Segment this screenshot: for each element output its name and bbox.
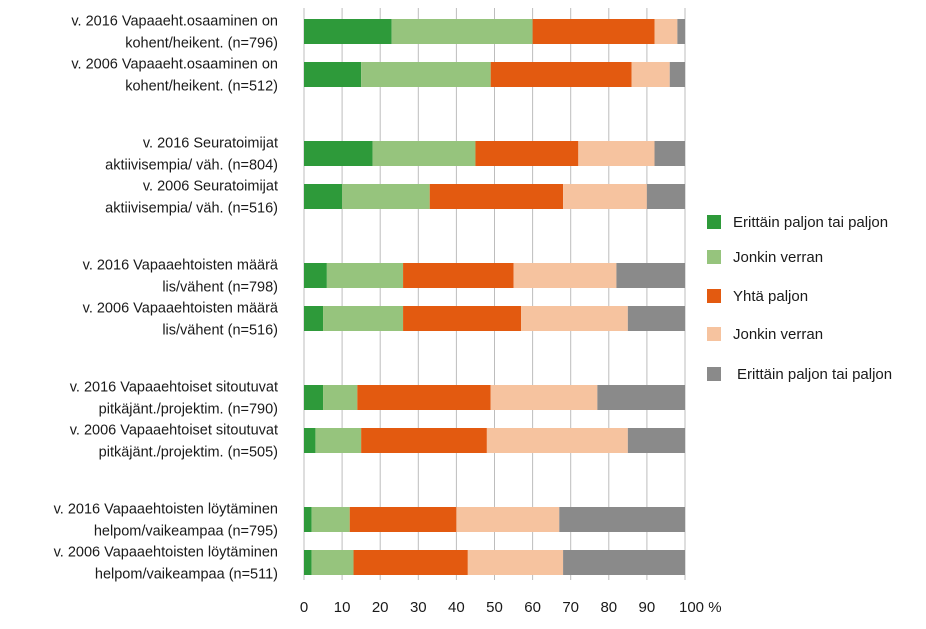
- bar-segment: [513, 263, 617, 288]
- bar-segment: [631, 62, 670, 87]
- bar-segment: [429, 184, 564, 209]
- bar-segment: [311, 550, 354, 575]
- legend-label: Yhtä paljon: [733, 288, 808, 305]
- category-label: v. 2006 Vapaaehtoisten määrä lis/vähent (…: [83, 301, 279, 339]
- legend-swatch: [707, 250, 721, 264]
- legend-label: Erittäin paljon tai paljon: [733, 214, 888, 231]
- bar-segment: [353, 550, 468, 575]
- bar-segment: [304, 141, 373, 166]
- x-tick-label: 60: [524, 599, 541, 616]
- bar-segment: [486, 428, 628, 453]
- bar-segment: [532, 19, 655, 44]
- bar-segment: [391, 19, 533, 44]
- x-tick-label: 30: [410, 599, 427, 616]
- bar-segment: [323, 306, 404, 331]
- bar-segment: [304, 263, 327, 288]
- bar-segment: [677, 19, 685, 44]
- x-tick-label: 0: [300, 599, 308, 616]
- bar-segment: [467, 550, 564, 575]
- category-label: v. 2016 Vapaaehtoiset sitoutuvat pitkäjän…: [70, 380, 278, 418]
- bar-segment: [342, 184, 430, 209]
- bar-segment: [304, 428, 316, 453]
- bar-segment: [578, 141, 655, 166]
- bar-segment: [403, 263, 514, 288]
- bar-segment: [654, 141, 685, 166]
- bar-segment: [304, 550, 312, 575]
- category-label: v. 2016 Vapaaehtoisten löytäminen helpom/…: [54, 502, 278, 540]
- bar-segment: [646, 184, 685, 209]
- category-label: v. 2016 Vapaaehtoisten määrä lis/vähent (…: [83, 258, 279, 296]
- bar-segment: [323, 385, 358, 410]
- x-tick-label: 80: [600, 599, 617, 616]
- bar-segment: [597, 385, 685, 410]
- bar-segment: [403, 306, 522, 331]
- bar-segment: [304, 306, 324, 331]
- x-tick-label: 100 %: [679, 599, 722, 616]
- bar-segment: [315, 428, 362, 453]
- legend-swatch: [707, 289, 721, 303]
- x-tick-label: 10: [334, 599, 351, 616]
- bar-segment: [490, 62, 632, 87]
- bar-segment: [627, 306, 685, 331]
- bar-segment: [456, 507, 560, 532]
- bar-segment: [304, 19, 392, 44]
- legend-swatch: [707, 327, 721, 341]
- legend-label: Jonkin verran: [733, 326, 823, 343]
- category-label: v. 2006 Seuratoimijat aktiivisempia/ väh.…: [105, 179, 278, 217]
- legend: Erittäin paljon tai paljon Jonkin verran Y…: [707, 214, 892, 383]
- category-label: v. 2006 Vapaaehtoiset sitoutuvat pitkäjän…: [70, 423, 278, 461]
- gridlines: [303, 8, 686, 580]
- bar-segment: [521, 306, 628, 331]
- legend-label: Jonkin verran: [733, 249, 823, 266]
- category-label: v. 2016 Seuratoimijat aktiivisempia/ väh.…: [105, 136, 278, 174]
- x-tick-label: 90: [639, 599, 656, 616]
- bar-segment: [349, 507, 457, 532]
- bar-segment: [361, 62, 491, 87]
- x-tick-label: 20: [372, 599, 389, 616]
- x-tick-label: 40: [448, 599, 465, 616]
- bar-segment: [616, 263, 685, 288]
- bar-segment: [361, 428, 487, 453]
- bar-segment: [326, 263, 404, 288]
- bar-segment: [304, 184, 343, 209]
- category-labels: v. 2016 Vapaaeht.osaaminen on kohent/heik…: [54, 14, 279, 583]
- legend-swatch: [707, 215, 721, 229]
- bar-segment: [357, 385, 491, 410]
- bar-segment: [563, 184, 647, 209]
- x-tick-label: 50: [486, 599, 503, 616]
- bar-segment: [304, 385, 324, 410]
- bar-segment: [627, 428, 685, 453]
- bar-segment: [654, 19, 678, 44]
- legend-label: Erittäin paljon tai paljon: [737, 366, 892, 383]
- category-label: v. 2016 Vapaaeht.osaaminen on kohent/heik…: [71, 14, 278, 52]
- bar-segment: [563, 550, 685, 575]
- bar-segment: [311, 507, 350, 532]
- x-axis-ticks: 0 10 20 30 40 50 60 70 80 90 100 %: [300, 599, 722, 616]
- bar-segment: [304, 507, 312, 532]
- bars: [304, 19, 685, 575]
- bar-segment: [669, 62, 685, 87]
- bar-segment: [304, 62, 362, 87]
- bar-segment: [559, 507, 685, 532]
- x-tick-label: 70: [562, 599, 579, 616]
- category-label: v. 2006 Vapaaehtoisten löytäminen helpom/…: [54, 545, 278, 583]
- bar-segment: [490, 385, 598, 410]
- bar-segment: [372, 141, 476, 166]
- legend-swatch: [707, 367, 721, 381]
- bar-segment: [475, 141, 579, 166]
- category-label: v. 2006 Vapaaeht.osaaminen on kohent/heik…: [71, 57, 278, 95]
